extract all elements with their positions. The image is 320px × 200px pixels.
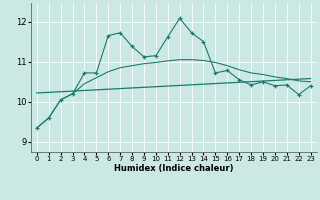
X-axis label: Humidex (Indice chaleur): Humidex (Indice chaleur) — [114, 164, 234, 173]
